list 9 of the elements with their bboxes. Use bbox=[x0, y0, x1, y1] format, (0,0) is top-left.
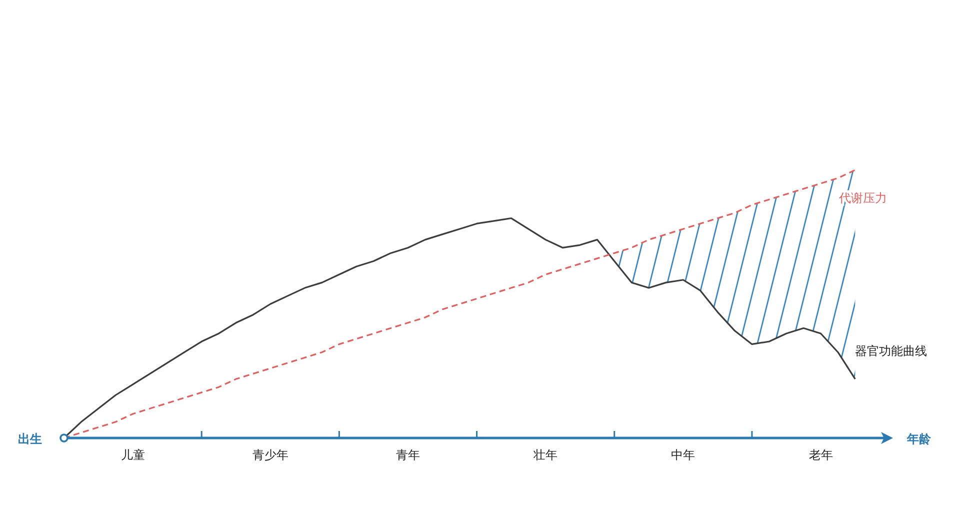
x-tick-label: 青年 bbox=[396, 448, 420, 462]
x-tick-label: 壮年 bbox=[532, 448, 558, 462]
x-tick-label: 儿童 bbox=[120, 448, 145, 462]
x-tick-label: 老年 bbox=[808, 448, 833, 462]
x-tick-label: 中年 bbox=[671, 448, 696, 462]
series-label: 器官功能曲线 bbox=[855, 344, 928, 358]
text: 出生 bbox=[18, 432, 42, 446]
x-axis-title: 年龄 bbox=[906, 432, 932, 446]
x-tick-label: 青少年 bbox=[252, 448, 288, 462]
